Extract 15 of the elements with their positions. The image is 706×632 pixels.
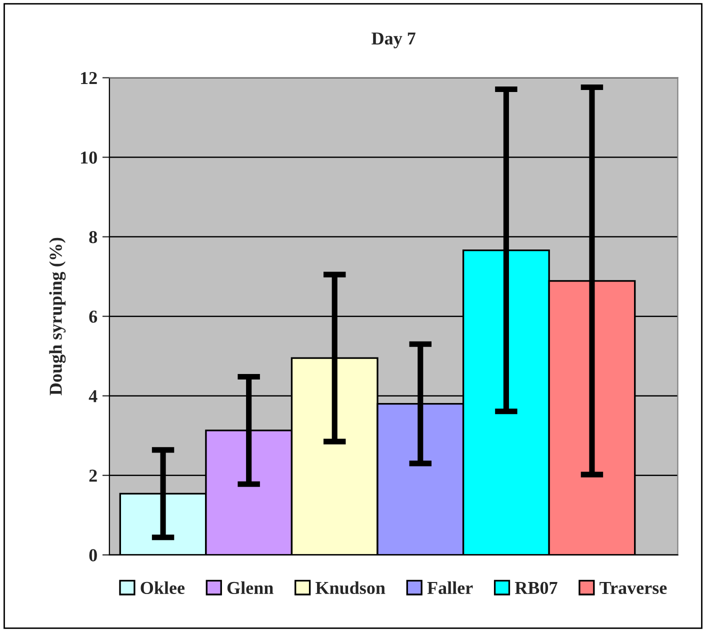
y-tick-label: 6	[89, 310, 98, 323]
chart-title: Day 7	[372, 32, 416, 48]
y-axis-title: Dough syruping (%)	[49, 238, 66, 396]
y-tick-label: 12	[81, 72, 97, 84]
y-tick-label: 8	[89, 231, 98, 244]
y-tick-label: 4	[88, 390, 98, 402]
legend-label: Knudson	[316, 581, 386, 594]
legend-label: Faller	[427, 581, 473, 594]
y-tick-label: 10	[81, 152, 97, 164]
legend-label: Traverse	[600, 582, 667, 594]
legend-label: Glenn	[227, 581, 274, 594]
y-tick-label: 2	[89, 470, 97, 482]
legend-label: Oklee	[140, 581, 185, 594]
y-tick-label: 0	[89, 549, 97, 562]
legend-label: RB07	[514, 582, 558, 594]
